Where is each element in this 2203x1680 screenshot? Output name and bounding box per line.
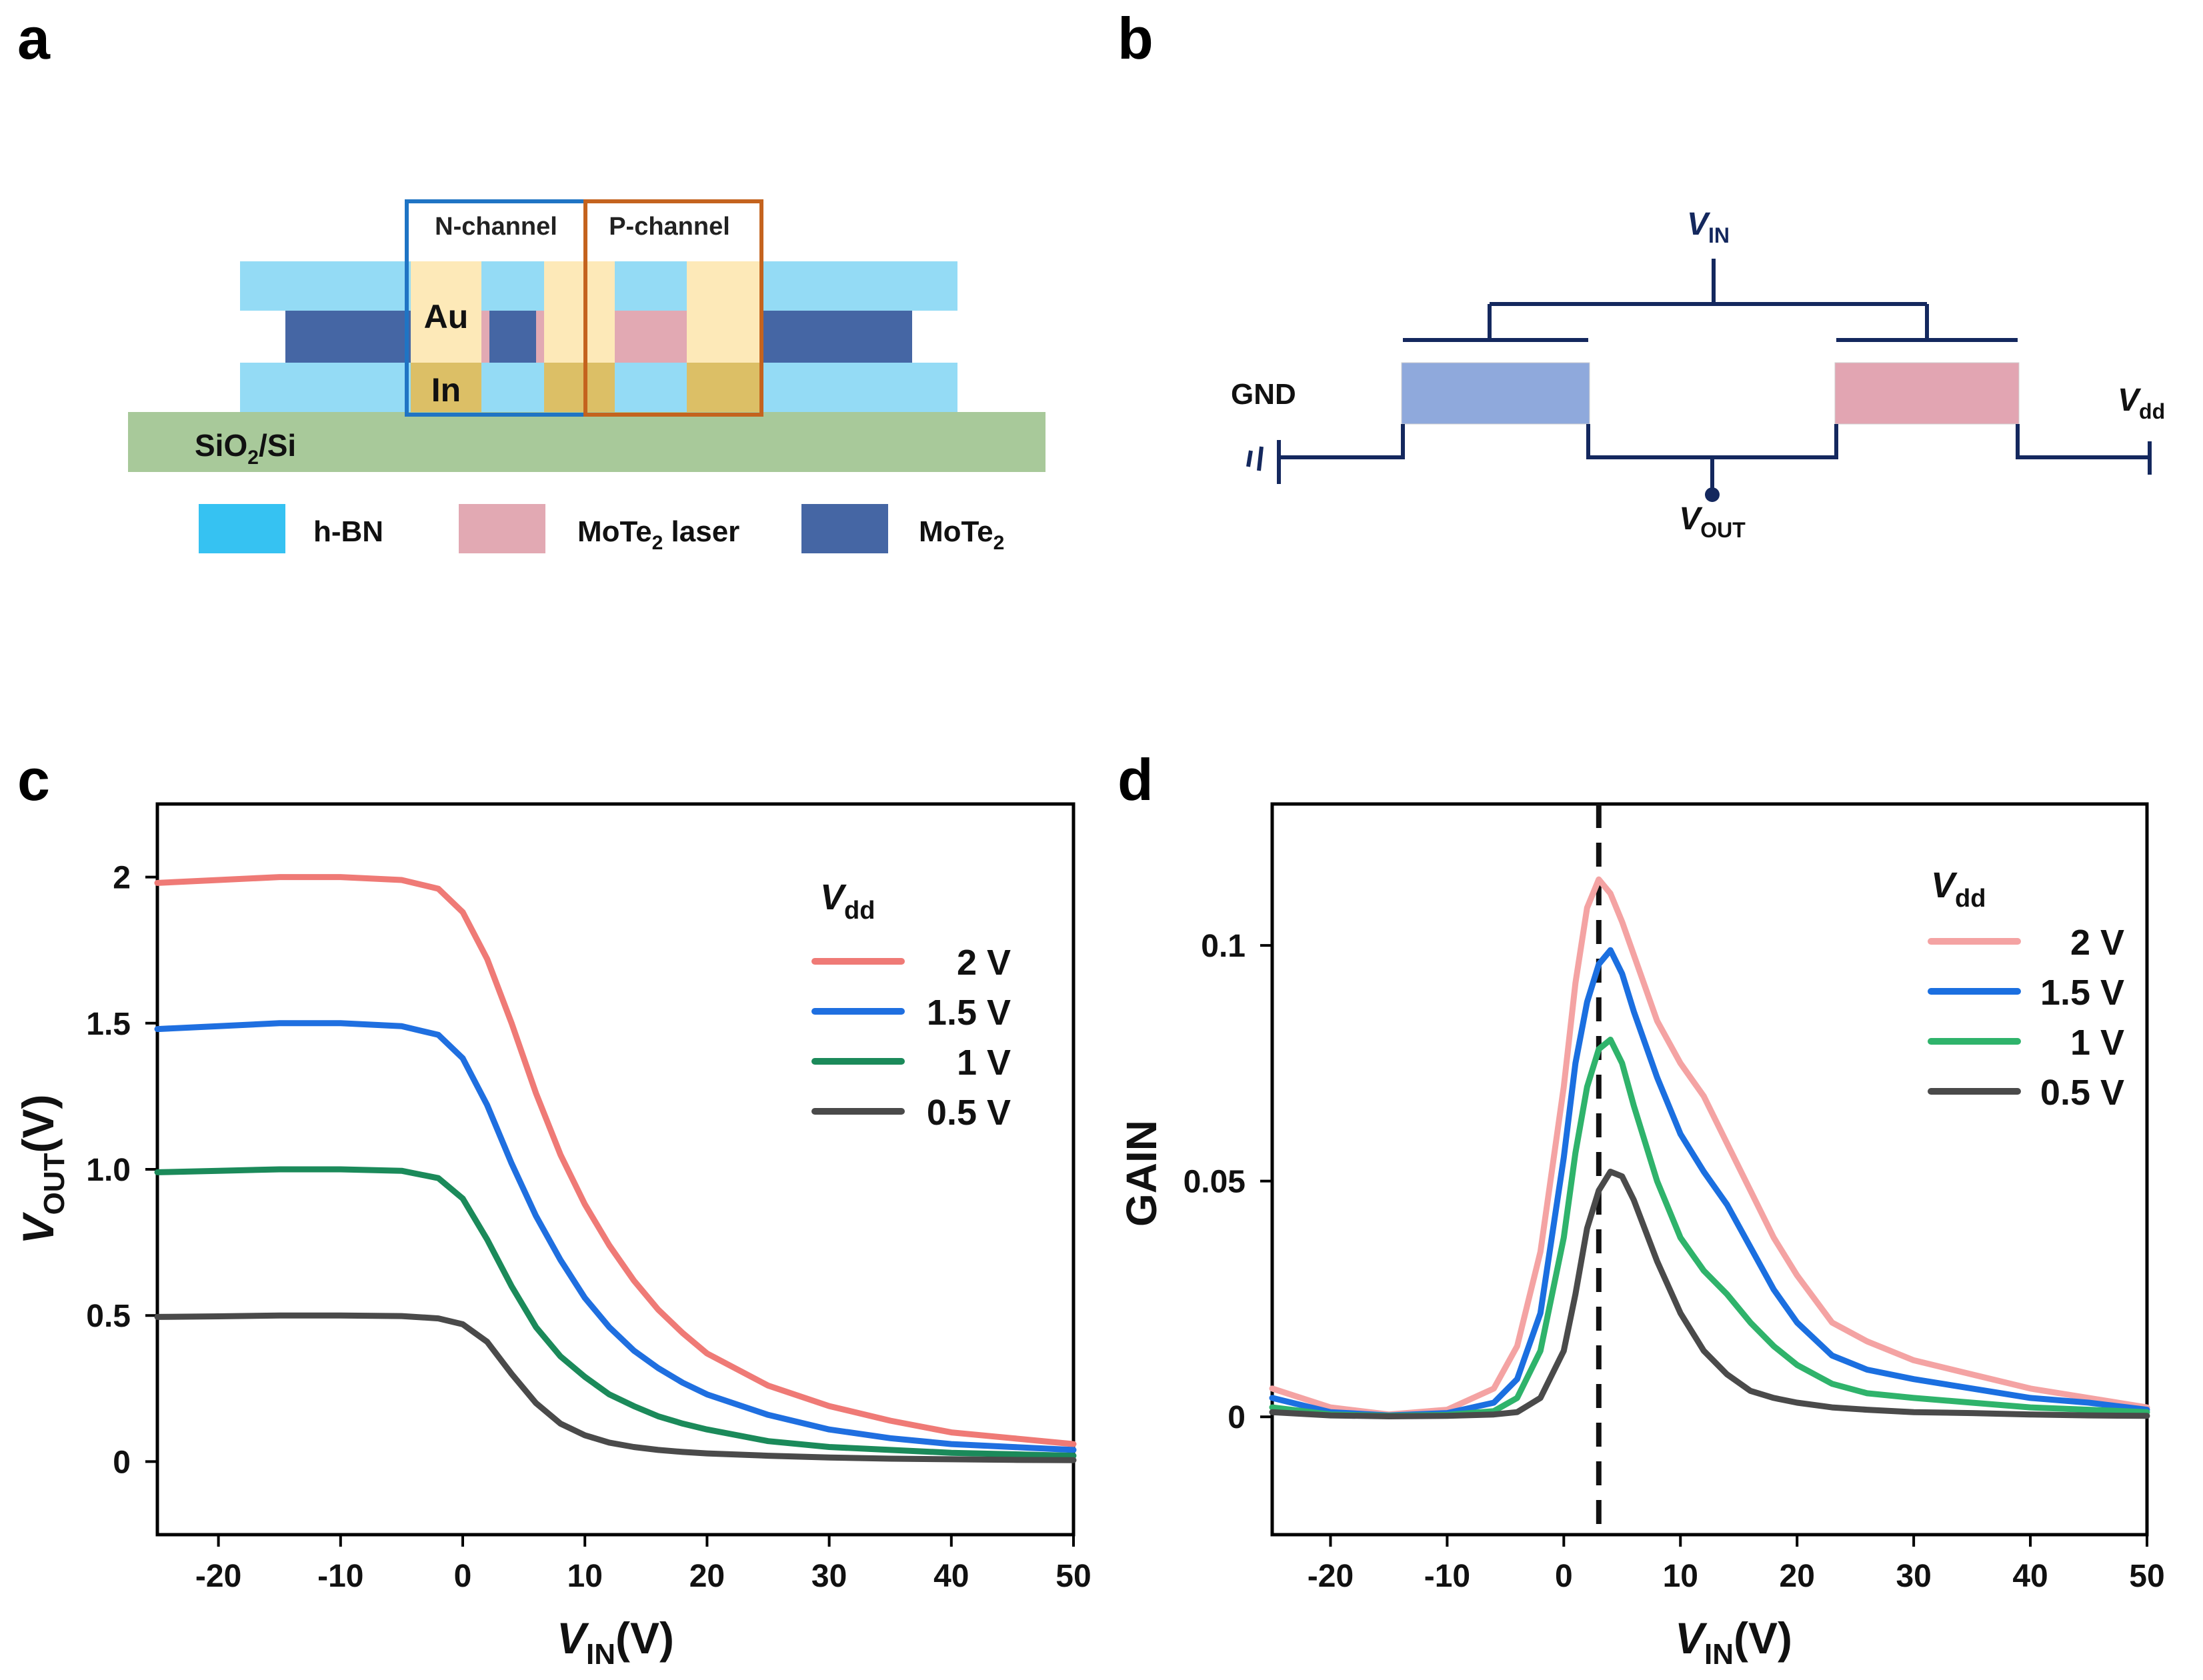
x-ticks-d: -20 -10 0 10 20 30 40 50 <box>1308 1535 2165 1594</box>
series-line-1V <box>1269 1037 2150 1419</box>
y-tick-label: 0.1 <box>1201 929 1246 964</box>
y-tick-label: 1.0 <box>86 1153 131 1188</box>
panel-label-c: c <box>17 747 50 813</box>
legend-d: 2 V 1.5 V 1 V 0.5 V <box>1928 923 2124 1113</box>
x-tick-label: -20 <box>1308 1559 1354 1594</box>
series-line-0_5V <box>1269 1169 2150 1419</box>
series-line-0_5V <box>154 1312 1077 1463</box>
legend-label: 2 V <box>2070 923 2124 963</box>
x-tick-label: 30 <box>811 1559 847 1594</box>
au-contact-2 <box>544 261 615 363</box>
x-tick-label: 0 <box>1555 1559 1573 1594</box>
series-c <box>154 874 1077 1463</box>
legend-swatch-mote2 <box>801 504 888 553</box>
y-axis-label-c: VOUT(V) <box>13 1095 71 1245</box>
x-tick-label: 20 <box>689 1559 725 1594</box>
series-line-2V <box>154 874 1077 1447</box>
vdd-label: Vdd <box>2118 383 2165 423</box>
x-tick-label: 50 <box>1055 1559 1091 1594</box>
y-tick-label: 0 <box>1228 1400 1246 1435</box>
vout-node <box>1705 487 1720 502</box>
source-drain-wires <box>1277 424 2152 495</box>
mote2-laser-segment-3 <box>615 311 687 363</box>
n-channel-label: N-channel <box>435 213 557 241</box>
legend-label: 1.5 V <box>2040 973 2124 1013</box>
panel-label-b: b <box>1118 5 1154 71</box>
legend-label-mote2: MoTe2 <box>919 515 1004 554</box>
x-axis-label-d: VIN(V) <box>1675 1613 1792 1671</box>
chart-d: -20 -10 0 10 20 30 40 50 0 0.05 0.1 VIN(V) GAIN V… <box>1118 802 2165 1671</box>
in-contact-2 <box>544 363 615 412</box>
au-contact-3 <box>687 261 761 363</box>
series-line-1_5V <box>154 1020 1077 1453</box>
legend-swatch-hbn <box>199 504 285 553</box>
x-tick-label: 40 <box>2012 1559 2048 1594</box>
legend-label-mote2-laser: MoTe2 laser <box>577 515 739 554</box>
mote2-laser-segment-1 <box>481 311 489 363</box>
series-d <box>1269 876 2150 1419</box>
mote2-right-segment <box>761 311 912 363</box>
legend-label: 0.5 V <box>927 1093 1011 1133</box>
device-schematic: N-channel P-channel Au In SiO2/Si h-BN M… <box>128 199 1045 554</box>
p-channel-box <box>583 199 763 417</box>
vin-label: VIN <box>1687 207 1730 247</box>
x-tick-label: -10 <box>1424 1559 1470 1594</box>
panel-label-d: d <box>1118 747 1154 813</box>
series-line-1_5V <box>1269 947 2150 1419</box>
x-tick-label: -20 <box>195 1559 241 1594</box>
x-tick-label: 0 <box>454 1559 472 1594</box>
y-tick-label: 0.05 <box>1184 1165 1246 1200</box>
y-ticks-d: 0 0.05 0.1 <box>1184 929 1272 1435</box>
x-tick-label: 10 <box>1663 1559 1698 1594</box>
substrate-layer <box>128 412 1045 472</box>
vout-label: VOUT <box>1679 501 1746 542</box>
x-axis-label-c: VIN(V) <box>557 1613 674 1671</box>
x-tick-label: 30 <box>1896 1559 1931 1594</box>
y-ticks-c: 0 0.5 1.0 1.5 2 <box>86 861 157 1480</box>
au-label: Au <box>424 298 469 335</box>
series-line-2V <box>1269 876 2150 1418</box>
legend-title-c: Vdd <box>820 877 875 925</box>
panel-label-a: a <box>17 5 51 71</box>
y-tick-label: 0 <box>113 1445 131 1480</box>
legend-label: 2 V <box>957 943 1011 983</box>
x-tick-label: 20 <box>1780 1559 1815 1594</box>
legend-title-d: Vdd <box>1931 865 1986 913</box>
series-line-1V <box>154 1166 1077 1459</box>
legend-label: 0.5 V <box>2040 1073 2124 1113</box>
au-contact-1 <box>411 261 481 363</box>
y-tick-label: 2 <box>113 861 131 896</box>
legend-label: 1.5 V <box>927 993 1011 1033</box>
substrate-label: SiO2/Si <box>195 428 296 469</box>
mote2-laser-segment-2 <box>536 311 544 363</box>
mote2-middle-segment <box>489 311 536 363</box>
x-ticks-c: -20 -10 0 10 20 30 40 50 <box>195 1535 1091 1594</box>
ground-symbol <box>1246 446 1264 471</box>
p-type-transistor-block <box>1834 362 2020 425</box>
legend-label-hbn: h-BN <box>313 515 383 548</box>
n-type-transistor-block <box>1401 362 1590 425</box>
in-label: In <box>431 371 461 409</box>
chart-c: -20 -10 0 10 20 30 40 50 0 0.5 1.0 1.5 2 VIN(V) VOU… <box>13 802 1091 1671</box>
inverter-circuit: VIN GND Vdd VOUT <box>1231 207 2165 542</box>
gate-wires <box>1403 259 2018 342</box>
p-channel-label: P-channel <box>609 213 730 241</box>
x-tick-label: 50 <box>2129 1559 2164 1594</box>
mote2-left-segment <box>285 311 411 363</box>
y-tick-label: 1.5 <box>86 1007 131 1042</box>
legend-swatch-mote2-laser <box>459 504 545 553</box>
gnd-label: GND <box>1231 378 1296 411</box>
x-tick-label: -10 <box>317 1559 363 1594</box>
y-axis-label-d: GAIN <box>1118 1120 1166 1227</box>
legend-label: 1 V <box>2070 1023 2124 1063</box>
in-contact-1 <box>411 363 481 412</box>
x-tick-label: 10 <box>567 1559 603 1594</box>
y-tick-label: 0.5 <box>86 1299 131 1334</box>
legend-label: 1 V <box>957 1043 1011 1083</box>
legend-c: 2 V 1.5 V 1 V 0.5 V <box>811 943 1011 1133</box>
in-contact-3 <box>687 363 761 412</box>
x-tick-label: 40 <box>933 1559 969 1594</box>
plot-frame-d <box>1270 802 2149 1537</box>
